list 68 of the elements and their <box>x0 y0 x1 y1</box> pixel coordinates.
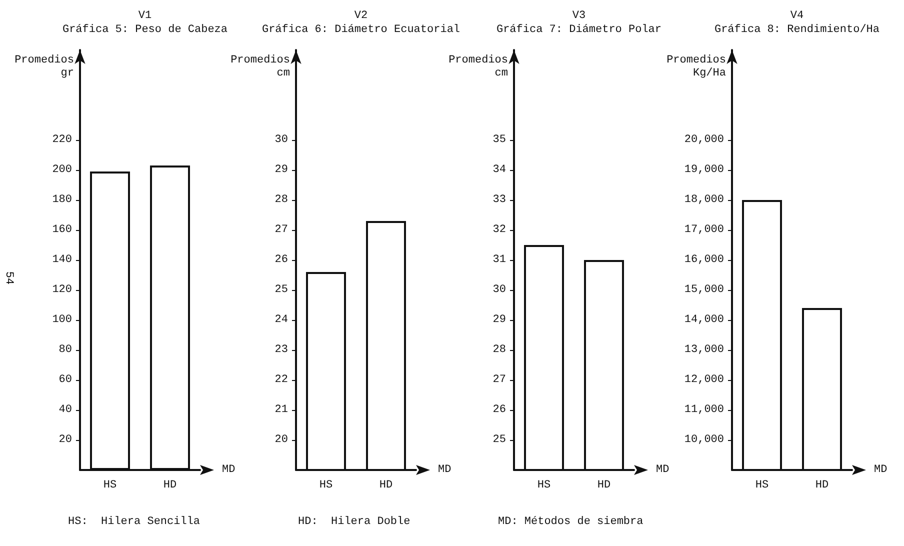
chart-title: V4 Gráfica 8: Rendimiento/Ha <box>714 10 880 36</box>
y-tick-label: 100 <box>52 314 72 326</box>
x-tick-label: HS <box>755 480 769 492</box>
y-tick-label: 180 <box>52 194 72 206</box>
y-tick-label: 120 <box>52 284 72 296</box>
x-tick-label: HD <box>597 480 611 492</box>
x-axis-title: MD <box>438 464 452 476</box>
y-tick-label: 160 <box>52 224 72 236</box>
x-tick-label: HS <box>103 480 117 492</box>
y-tick-label: 25 <box>274 284 288 296</box>
y-axis-title: Promedios gr <box>14 54 74 80</box>
y-tick-label: 35 <box>492 134 506 146</box>
y-tick-label: 33 <box>492 194 506 206</box>
y-tick-label: 15,000 <box>684 284 724 296</box>
x-axis-title: MD <box>874 464 888 476</box>
y-tick-label: 17,000 <box>684 224 724 236</box>
y-tick-label: 34 <box>492 164 506 176</box>
y-tick-label: 26 <box>274 254 288 266</box>
y-tick-label: 22 <box>274 374 288 386</box>
chart-title: V1 Gráfica 5: Peso de Cabeza <box>62 10 228 36</box>
y-tick-label: 28 <box>274 194 288 206</box>
y-tick-label: 12,000 <box>684 374 724 386</box>
y-tick-label: 31 <box>492 254 506 266</box>
x-tick-label: HS <box>537 480 551 492</box>
x-tick-label: HD <box>163 480 177 492</box>
y-tick-label: 27 <box>274 224 288 236</box>
y-tick-label: 26 <box>492 404 506 416</box>
y-tick-label: 60 <box>58 374 72 386</box>
y-tick-label: 13,000 <box>684 344 724 356</box>
y-tick-label: 20 <box>58 434 72 446</box>
text: HD: Hilera Doble <box>298 516 410 528</box>
y-tick-label: 30 <box>492 284 506 296</box>
y-tick-label: 29 <box>274 164 288 176</box>
x-axis-title: MD <box>656 464 670 476</box>
x-tick-label: HD <box>379 480 393 492</box>
y-tick-label: 80 <box>58 344 72 356</box>
x-tick-label: HS <box>319 480 333 492</box>
y-tick-label: 40 <box>58 404 72 416</box>
x-axis-title: MD <box>222 464 236 476</box>
y-tick-label: 220 <box>52 134 72 146</box>
y-tick-label: 16,000 <box>684 254 724 266</box>
y-axis-title: Promedios cm <box>230 54 290 80</box>
y-tick-label: 14,000 <box>684 314 724 326</box>
y-tick-label: 140 <box>52 254 72 266</box>
x-tick-label: HD <box>815 480 829 492</box>
y-tick-label: 25 <box>492 434 506 446</box>
y-tick-label: 28 <box>492 344 506 356</box>
y-tick-label: 18,000 <box>684 194 724 206</box>
text: MD: Métodos de siembra <box>498 516 644 528</box>
y-tick-label: 10,000 <box>684 434 724 446</box>
text: 54 <box>2 271 15 285</box>
y-tick-label: 20,000 <box>684 134 724 146</box>
y-tick-label: 30 <box>274 134 288 146</box>
y-tick-label: 21 <box>274 404 288 416</box>
y-tick-label: 29 <box>492 314 506 326</box>
y-tick-label: 24 <box>274 314 288 326</box>
y-tick-label: 200 <box>52 164 72 176</box>
y-axis-title: Promedios cm <box>448 54 508 80</box>
y-tick-label: 11,000 <box>684 404 724 416</box>
y-tick-label: 23 <box>274 344 288 356</box>
chart-title: V2 Gráfica 6: Diámetro Ecuatorial <box>262 10 460 36</box>
y-axis-title: Promedios Kg/Ha <box>666 54 726 80</box>
y-tick-label: 20 <box>274 434 288 446</box>
y-tick-label: 32 <box>492 224 506 236</box>
chart-title: V3 Gráfica 7: Diámetro Polar <box>496 10 662 36</box>
text: HS: Hilera Sencilla <box>68 516 200 528</box>
y-tick-label: 27 <box>492 374 506 386</box>
y-tick-label: 19,000 <box>684 164 724 176</box>
